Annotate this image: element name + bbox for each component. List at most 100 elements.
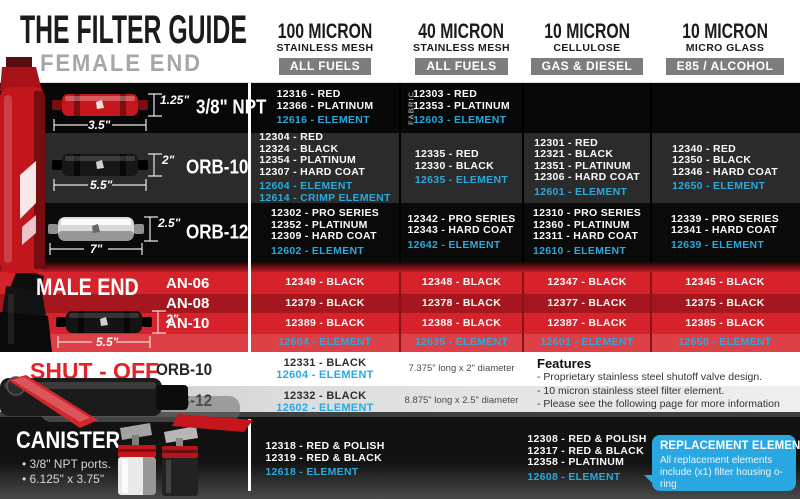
- size-spec: 8.875" long x 2.5" diameter: [404, 395, 519, 406]
- parts-cell: 12375 - BLACK: [652, 294, 798, 313]
- element-list: 12650 - ELEMENT: [672, 180, 778, 193]
- canister-spec-bullet: • 3/8" NPT ports.: [22, 457, 111, 471]
- part-list: 12316 - RED 12366 - PLATINUM: [277, 89, 374, 112]
- parts-cell: 12331 - BLACK 12604 - ELEMENT: [252, 357, 398, 382]
- part-number: 12347 - BLACK: [547, 276, 627, 289]
- length-dimension: 7": [90, 242, 103, 256]
- media-type: CELLULOSE: [553, 42, 621, 54]
- element-part-number: 12642 - ELEMENT: [407, 238, 501, 251]
- label-column-divider: [248, 83, 251, 262]
- part-number: 12324 - BLACK: [259, 142, 339, 155]
- fitting-label: AN-06: [166, 275, 210, 292]
- label-column-divider: [248, 419, 251, 491]
- part-number: 12378 - BLACK: [421, 296, 502, 309]
- length-dimension: 5.5": [96, 335, 119, 349]
- features-title: Features: [537, 356, 592, 371]
- canister-filters-photo: [118, 423, 198, 496]
- element-part-number: 12618 - ELEMENT: [265, 466, 359, 478]
- parts-cell: FABRIC 12303 - RED 12353 - PLATINUM 12603…: [402, 83, 521, 133]
- part-number: 12304 - RED: [259, 131, 324, 143]
- part-number: 12348 - BLACK: [421, 276, 502, 289]
- column-divider: [399, 272, 401, 352]
- parts-cell: 12318 - RED & POLISH 12319 - RED & BLACK …: [252, 440, 398, 479]
- callout-body: All replacement elements include (x1) fi…: [660, 455, 783, 490]
- parts-cell: 12385 - BLACK: [652, 313, 798, 334]
- part-number: 12353 - PLATINUM: [413, 99, 510, 112]
- part-number: 12352 - PLATINUM: [270, 218, 368, 231]
- section-bottom-strip: [0, 412, 800, 417]
- element-cell: 12601 - ELEMENT: [525, 334, 649, 352]
- part-list: 12310 - PRO SERIES 12360 - PLATINUM 12311 …: [532, 207, 641, 243]
- fitting-label: ORB-10: [186, 156, 249, 179]
- part-number: 12330 - BLACK: [414, 159, 495, 172]
- part-list: 12301 - RED 12321 - BLACK 12351 - PLATINUM…: [534, 137, 640, 184]
- feature-line: - 10 micron stainless steel filter eleme…: [537, 384, 725, 397]
- parts-cell: 12387 - BLACK: [525, 313, 649, 334]
- size-spec: 7.375" long x 2" diameter: [408, 363, 515, 374]
- element-part-number: 12604 - ELEMENT: [276, 369, 374, 381]
- element-part-number: 12635 - ELEMENT: [414, 174, 509, 187]
- part-number: 12307 - HARD COAT: [259, 165, 366, 178]
- red-fuel-filter-photo: [0, 57, 45, 273]
- part-list: 12304 - RED 12324 - BLACK 12354 - PLATINUM…: [259, 131, 391, 178]
- part-number: 12318 - RED & POLISH: [265, 440, 385, 452]
- part-number: 12303 - RED: [413, 88, 478, 101]
- parts-cell: 12335 - RED 12330 - BLACK 12635 - ELEMENT: [402, 133, 521, 203]
- parts-cell: 12378 - BLACK: [402, 294, 521, 313]
- replacement-elements-callout: REPLACEMENT ELEMENTS All replacement ele…: [644, 435, 800, 491]
- media-type: MICRO GLASS: [685, 42, 765, 54]
- height-dimension: 1.25": [160, 93, 190, 107]
- part-number: 12360 - PLATINUM: [532, 218, 630, 231]
- column-header-40-micron: 40 MICRON STAINLESS MESH ALL FUELS: [402, 21, 521, 75]
- element-cell: 12635 - ELEMENT: [402, 334, 521, 352]
- part-list: 12339 - PRO SERIES 12341 - HARD COAT: [670, 212, 780, 237]
- parts-cell: 12342 - PRO SERIES 12343 - HARD COAT 1264…: [402, 203, 521, 262]
- element-part-number: 12603 - ELEMENT: [413, 114, 507, 127]
- part-number: 12379 - BLACK: [285, 296, 365, 309]
- black-filter-photo: [52, 153, 162, 191]
- fitting-label: ORB-10: [156, 360, 213, 379]
- element-part-number: 12616 - ELEMENT: [276, 114, 370, 127]
- part-number: 12309 - HARD COAT: [270, 230, 377, 242]
- element-list: 12604 - ELEMENT 12614 - CRIMP ELEMENT: [259, 180, 391, 204]
- element-part-number: 12604 - ELEMENT: [278, 336, 372, 349]
- column-header-10-micron-microglass: 10 MICRON MICRO GLASS E85 / ALCOHOL: [652, 20, 798, 75]
- parts-cell: 12377 - BLACK: [525, 294, 649, 313]
- element-list: 12639 - ELEMENT: [671, 239, 779, 252]
- micron-rating: 10 MICRON: [544, 20, 630, 43]
- parts-cell: 12310 - PRO SERIES 12360 - PLATINUM 12311 …: [525, 203, 649, 262]
- part-number: 12385 - BLACK: [685, 316, 765, 329]
- fuel-badge: GAS & DIESEL: [530, 58, 644, 75]
- part-number: 12331 - BLACK: [283, 357, 367, 369]
- part-number: 12321 - BLACK: [534, 148, 614, 161]
- element-cell: 12650 - ELEMENT: [652, 334, 798, 352]
- column-divider: [522, 272, 524, 352]
- length-dimension: 5.5": [90, 178, 113, 192]
- part-number: 12340 - RED: [672, 142, 737, 155]
- fitting-label: AN-08: [166, 295, 210, 312]
- element-list: 12603 - ELEMENT: [413, 115, 510, 127]
- part-number: 12366 - PLATINUM: [276, 99, 374, 112]
- column-divider: [650, 83, 652, 262]
- male-end-section: 12349 - BLACK 12348 - BLACK 12347 - BLAC…: [0, 262, 800, 352]
- section-top-strip: [0, 262, 800, 272]
- part-number: 12339 - PRO SERIES: [670, 212, 780, 225]
- fuel-badge: ALL FUELS: [278, 58, 372, 75]
- features-list: - Proprietary stainless steel shutoff va…: [537, 371, 795, 412]
- callout-title: REPLACEMENT ELEMENTS: [660, 440, 800, 452]
- part-number: 12387 - BLACK: [547, 316, 627, 329]
- element-part-number: 12635 - ELEMENT: [414, 336, 509, 349]
- red-filter-photo: [52, 93, 162, 131]
- length-dimension: 3.5": [88, 118, 111, 132]
- part-number: 12345 - BLACK: [685, 276, 765, 289]
- micron-rating: 10 MICRON: [682, 20, 768, 43]
- header-divider: [0, 82, 800, 83]
- part-list: 12302 - PRO SERIES 12352 - PLATINUM 12309 …: [270, 207, 379, 243]
- shut-off-section: SHUT - OFF ORB-10 ORB-12 12331 - BLACK 1…: [0, 352, 800, 432]
- column-divider: [399, 83, 401, 262]
- part-list: 12308 - RED & POLISH 12317 - RED & BLACK 1…: [527, 433, 646, 469]
- part-number: 12341 - HARD COAT: [670, 224, 777, 237]
- parts-cell: 12316 - RED 12366 - PLATINUM 12616 - ELEM…: [252, 83, 398, 133]
- parts-cell: 12389 - BLACK: [252, 313, 398, 334]
